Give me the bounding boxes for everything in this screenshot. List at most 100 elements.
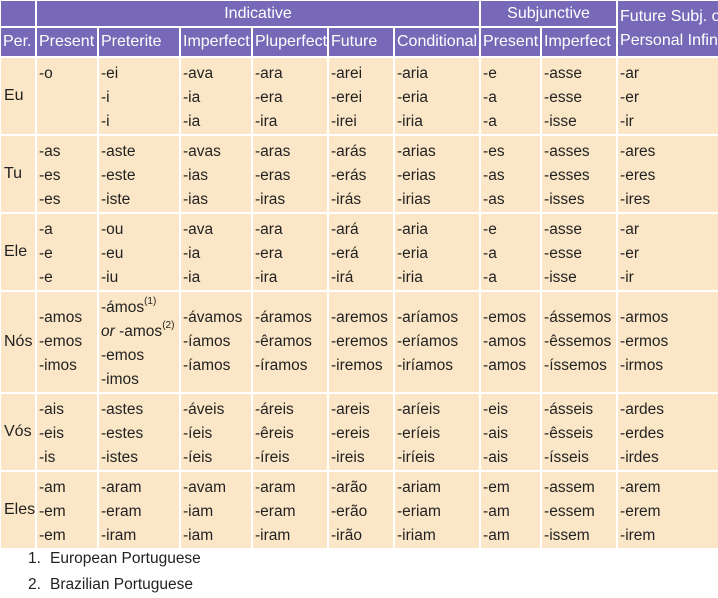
or-word: or bbox=[101, 323, 115, 340]
ending: -eremos bbox=[331, 333, 388, 350]
ending: -eu bbox=[101, 245, 124, 262]
ending: -as bbox=[483, 167, 505, 184]
ending: -iram bbox=[101, 527, 137, 544]
ending: -iam bbox=[183, 527, 214, 544]
ending: -isse bbox=[544, 269, 577, 286]
ending-cell: -ara -era -ira bbox=[253, 214, 327, 290]
ending-cell: -ar -er -ir bbox=[618, 58, 718, 134]
col-header-imperfect: Imperfect bbox=[181, 28, 251, 56]
header-row-groups: Indicative Subjunctive Future Subj. or Pe… bbox=[1, 1, 718, 56]
ending: -amos bbox=[39, 309, 83, 326]
table-row: Eu -o -ei -i -i -ava -ia -ia -ara -era -ira -arei -e… bbox=[1, 58, 718, 134]
ending: -istes bbox=[101, 449, 139, 466]
ending-cell: -ou -eu -iu bbox=[99, 214, 179, 290]
ending-cell: -aríeis -eríeis -iríeis bbox=[395, 394, 480, 470]
ending: -aram bbox=[101, 479, 142, 496]
ending-cell: -asses -esses -isses bbox=[542, 136, 617, 212]
ending: -arei bbox=[331, 65, 363, 82]
ending: -ávamos bbox=[183, 309, 243, 326]
ending: -ásseis bbox=[544, 401, 594, 418]
ending: -amos bbox=[483, 357, 527, 374]
header-future-subj-line2: Personal Infin. bbox=[620, 31, 718, 49]
ending: -erá bbox=[331, 245, 359, 262]
footnote-1: 1. European Portuguese bbox=[28, 546, 201, 572]
ending: -essem bbox=[544, 503, 595, 520]
ending: -o bbox=[39, 65, 53, 82]
header-indicative: Indicative bbox=[37, 1, 480, 26]
conjugation-table: Indicative Subjunctive Future Subj. or Pe… bbox=[1, 1, 718, 548]
ending: -eram bbox=[255, 503, 296, 520]
ending: -iria bbox=[397, 113, 423, 130]
ending-cell: -arei -erei -irei bbox=[329, 58, 393, 134]
ending: -ava bbox=[183, 221, 214, 238]
table-row: Ele -a -e -e -ou -eu -iu -ava -ia -ia -ara -era -ira… bbox=[1, 214, 718, 290]
ending: -eis bbox=[483, 401, 509, 418]
ending: -iriam bbox=[397, 527, 436, 544]
col-header-conditional: Conditional bbox=[395, 28, 480, 56]
col-header-preterite: Preterite bbox=[99, 28, 179, 56]
footnote-ref: (1) bbox=[144, 295, 157, 307]
ending: -áveis bbox=[183, 401, 225, 418]
ending: -ísseis bbox=[544, 449, 589, 466]
ending: -eriam bbox=[397, 503, 441, 520]
ending-cell: -assem -essem -issem bbox=[542, 472, 617, 548]
ending: -eria bbox=[397, 245, 429, 262]
ending: -areis bbox=[331, 401, 370, 418]
col-header-person: Per. bbox=[1, 28, 35, 56]
ending: -aria bbox=[397, 65, 429, 82]
ending: -emos bbox=[483, 309, 527, 326]
ending: -áramos bbox=[255, 309, 312, 326]
person-cell: Nós bbox=[1, 292, 35, 392]
ending-cell: -aram -eram -iram bbox=[253, 472, 327, 548]
ending: -ará bbox=[331, 221, 359, 238]
ending-cell: -emos -amos -amos bbox=[481, 292, 541, 392]
ending: -isse bbox=[544, 113, 577, 130]
ending: -arás bbox=[331, 143, 367, 160]
ending-cell: -ava -ia -ia bbox=[181, 214, 251, 290]
col-header-pluperfect: Pluperfect bbox=[253, 28, 327, 56]
ending: -êreis bbox=[255, 425, 294, 442]
ending-cell: -e -a -a bbox=[481, 58, 541, 134]
ending: -em bbox=[483, 479, 510, 496]
ending-cell: -eis -ais -ais bbox=[481, 394, 541, 470]
ending: -ássemos bbox=[544, 309, 612, 326]
ending: -eram bbox=[101, 503, 142, 520]
ending: -iram bbox=[255, 527, 291, 544]
ending-cell: -em -am -am bbox=[481, 472, 541, 548]
ending-text: -amos bbox=[119, 323, 163, 340]
ending: -íeis bbox=[183, 425, 213, 442]
ending: -ias bbox=[183, 167, 208, 184]
ending-cell: -aras -eras -iras bbox=[253, 136, 327, 212]
col-header-subj-present: Present bbox=[481, 28, 541, 56]
ending: -êramos bbox=[255, 333, 312, 350]
ending: -ava bbox=[183, 65, 214, 82]
ending: -ar bbox=[620, 221, 639, 238]
ending: -eras bbox=[255, 167, 291, 184]
ending: -ardes bbox=[620, 401, 664, 418]
ending: -ia bbox=[183, 245, 201, 262]
header-subjunctive: Subjunctive bbox=[481, 1, 617, 26]
ending: -asses bbox=[544, 143, 590, 160]
ending-cell: -ámos(1) or -amos(2) -emos -imos bbox=[99, 292, 179, 392]
ending-cell: -áramos -êramos -íramos bbox=[253, 292, 327, 392]
header-future-subj: Future Subj. or Personal Infin. bbox=[618, 1, 718, 56]
ending: -er bbox=[620, 89, 639, 106]
ending: -era bbox=[255, 245, 283, 262]
ending-cell: -ásseis -êsseis -ísseis bbox=[542, 394, 617, 470]
ending: -ei bbox=[101, 65, 119, 82]
ending: -erás bbox=[331, 167, 367, 184]
ending-cell: -aste -este -iste bbox=[99, 136, 179, 212]
ending: -a bbox=[483, 89, 497, 106]
person-cell: Vós bbox=[1, 394, 35, 470]
header-row-columns: Per. Present Preterite Imperfect Pluperf… bbox=[1, 28, 718, 56]
ending: -ais bbox=[483, 425, 509, 442]
ending: -ariam bbox=[397, 479, 441, 496]
ending-text: -ámos bbox=[101, 299, 145, 316]
col-header-subj-imperfect: Imperfect bbox=[542, 28, 617, 56]
table-row: Tu -as -es -es -aste -este -iste -avas -ias -ias -… bbox=[1, 136, 718, 212]
person-cell: Eles bbox=[1, 472, 35, 548]
ending: -a bbox=[39, 221, 53, 238]
ending: -irei bbox=[331, 113, 357, 130]
ending: -assem bbox=[544, 479, 595, 496]
ending: -erias bbox=[397, 167, 436, 184]
